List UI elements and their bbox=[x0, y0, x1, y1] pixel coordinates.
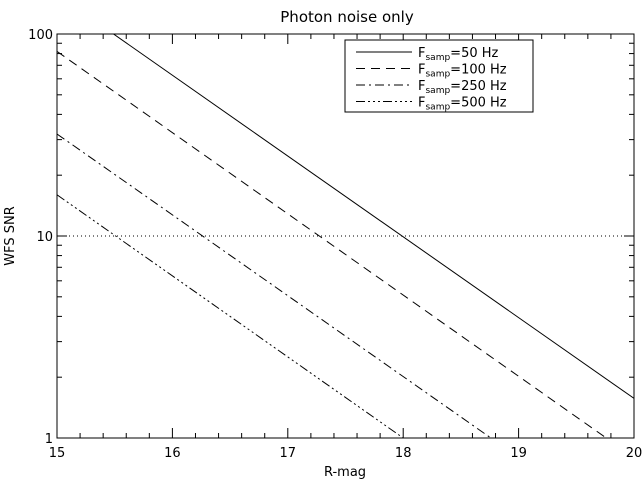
series-line-3 bbox=[57, 133, 492, 438]
series-line-4 bbox=[57, 194, 404, 438]
x-tick-label: 16 bbox=[164, 446, 181, 461]
x-tick-label: 19 bbox=[510, 446, 527, 461]
legend-label-3: Fsamp=250 Hz bbox=[418, 79, 507, 96]
x-axis-label: R-mag bbox=[324, 465, 366, 480]
x-tick-label: 18 bbox=[395, 446, 412, 461]
legend-label-1: Fsamp=50 Hz bbox=[418, 46, 499, 63]
plot-area bbox=[57, 34, 634, 438]
x-tick-label: 20 bbox=[626, 446, 642, 461]
y-tick-label: 1 bbox=[45, 432, 53, 447]
legend-label-2: Fsamp=100 Hz bbox=[418, 63, 507, 80]
x-tick-label: 17 bbox=[280, 446, 297, 461]
series-line-2 bbox=[57, 50, 607, 438]
series-line-1 bbox=[113, 34, 634, 399]
x-tick-labels: 15 16 17 18 19 20 bbox=[49, 446, 642, 461]
y-tick-label: 100 bbox=[28, 28, 53, 43]
y-tick-label: 10 bbox=[36, 230, 53, 245]
chart-title: Photon noise only bbox=[280, 8, 414, 26]
axis-ticks bbox=[56, 33, 635, 439]
legend-label-4: Fsamp=500 Hz bbox=[418, 96, 507, 113]
y-tick-labels: 1 10 100 bbox=[28, 28, 53, 447]
y-axis-label: WFS SNR bbox=[3, 206, 18, 266]
x-tick-label: 15 bbox=[49, 446, 66, 461]
